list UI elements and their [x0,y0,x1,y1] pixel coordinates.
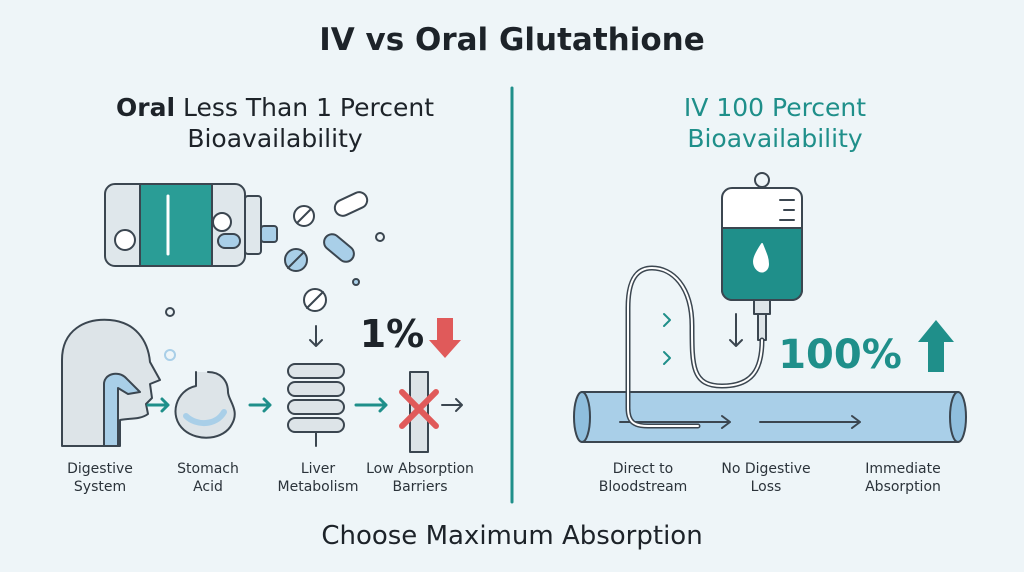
intestine-icon [287,363,345,447]
label-line: Loss [750,479,782,495]
iv-tube-inner [627,267,763,427]
label-line: Digestive [67,461,133,477]
drip-arrow [729,313,743,347]
blood-vessel [573,391,967,443]
right-heading: IV 100 Percent [683,93,867,122]
right-heading-line2: Bioavailability [687,124,863,153]
step-label: Direct to Bloodstream [599,460,688,496]
iv-bag [721,172,803,341]
label-line: Acid [193,479,223,495]
label-line: Barriers [392,479,448,495]
label-line: No Digestive [721,461,811,477]
footer: Choose Maximum Absorption [321,521,703,551]
label-line: Liver [300,461,336,477]
stomach-icon [174,371,236,439]
left-heading: Oral Less Than 1 Percent [116,92,434,124]
label-line: Stomach [177,461,239,477]
label-line: Bloodstream [598,479,688,495]
heading-lead: Oral [116,93,176,122]
down-arrow [429,318,461,358]
step-label: Liver Metabolism [278,460,359,496]
barrier-icon [399,371,439,453]
stomach-acid [183,409,227,426]
label-line: Low Absorption [366,461,474,477]
left-heading-line2: Bioavailability [187,124,363,153]
step-label: No Digestive Loss [721,460,810,496]
loose-pills [164,191,385,361]
chevrons [663,313,671,365]
title: IV vs Oral Glutathione [319,22,705,58]
label-line: Direct to [612,461,674,477]
label-line: Absorption [865,479,941,495]
head-icon [61,318,161,447]
label-line: Metabolism [277,479,359,495]
heading-rest: Less Than 1 Percent [182,93,434,122]
pill-bottle [104,183,278,267]
step-label: Stomach Acid [177,460,239,496]
step-label: Digestive System [67,460,133,496]
step-label: Immediate Absorption [865,460,941,496]
oral-stat: 1% [359,312,425,356]
step-label: Low Absorption Barriers [366,460,474,496]
label-line: System [73,479,127,495]
up-arrow [918,320,954,372]
label-line: Immediate [865,461,941,477]
iv-stat: 100% [778,332,902,378]
flow-arrows [146,397,463,413]
